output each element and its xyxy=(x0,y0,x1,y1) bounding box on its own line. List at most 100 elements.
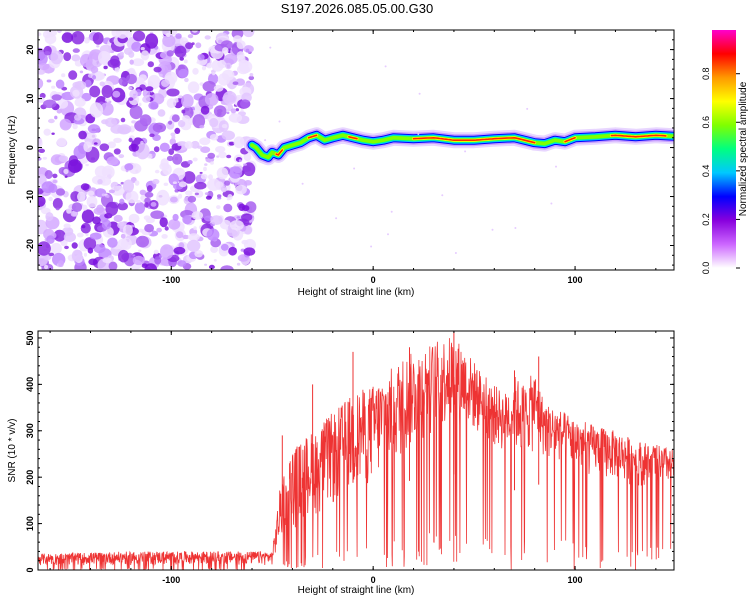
noise-blob xyxy=(159,217,168,228)
noise-blob xyxy=(96,45,100,48)
noise-blob xyxy=(207,178,221,191)
noise-blob xyxy=(168,219,181,230)
noise-blob xyxy=(120,117,126,123)
noise-blob xyxy=(126,73,137,85)
noise-blob xyxy=(138,228,144,233)
noise-blob xyxy=(38,78,44,89)
noise-blob xyxy=(140,196,144,200)
noise-blob xyxy=(131,41,142,52)
noise-blob xyxy=(173,246,186,255)
noise-blob xyxy=(146,185,153,193)
y-tick-label: 20 xyxy=(25,45,35,55)
noise-blob xyxy=(52,173,58,179)
noise-blob xyxy=(104,117,118,128)
noise-blob xyxy=(237,64,250,75)
noise-blob xyxy=(153,249,159,255)
noise-blob xyxy=(235,108,239,112)
noise-blob xyxy=(142,96,151,103)
noise-blob xyxy=(165,32,171,38)
noise-blob xyxy=(128,213,140,224)
noise-blob xyxy=(177,120,186,128)
noise-blob xyxy=(204,93,219,106)
noise-blob xyxy=(207,152,216,159)
noise-blob xyxy=(138,74,147,82)
noise-blob xyxy=(163,182,169,186)
noise-blob xyxy=(243,152,252,162)
spectrogram-x-label: Height of straight line (km) xyxy=(298,287,415,298)
noise-blob xyxy=(38,32,42,37)
x-tick-label: 0 xyxy=(371,275,376,285)
noise-blob xyxy=(169,138,176,146)
noise-blob xyxy=(179,56,184,61)
noise-blob xyxy=(228,141,235,146)
scatter-dot xyxy=(526,107,529,110)
noise-blob xyxy=(46,79,52,83)
noise-blob xyxy=(68,159,82,174)
scatter-dot xyxy=(491,228,494,231)
noise-blob xyxy=(133,93,137,96)
noise-blob xyxy=(118,77,128,86)
noise-blob xyxy=(128,86,133,90)
colorbar-ticks: 0.0 0.2 0.4 0.6 0.8 xyxy=(701,67,740,274)
noise-blob xyxy=(74,114,82,121)
noise-blob xyxy=(195,42,202,49)
noise-blob xyxy=(61,32,74,43)
noise-blob xyxy=(196,61,201,64)
noise-blob xyxy=(210,245,219,253)
noise-blob xyxy=(48,196,53,202)
noise-blob xyxy=(154,169,160,174)
noise-blob xyxy=(150,210,165,219)
noise-blob xyxy=(120,233,126,239)
y-tick-label: -10 xyxy=(25,190,35,203)
scatter-dot xyxy=(370,245,373,248)
noise-blob xyxy=(197,54,205,61)
y-tick-label: 0 xyxy=(25,145,35,150)
noise-blob xyxy=(77,191,86,202)
noise-blob xyxy=(174,45,187,58)
scatter-dot xyxy=(278,120,281,123)
noise-blob xyxy=(199,171,203,174)
noise-blob xyxy=(150,202,157,207)
scatter-dot xyxy=(387,233,389,236)
noise-blob xyxy=(99,176,112,186)
scatter-dot xyxy=(555,165,557,168)
y-tick-label: 400 xyxy=(25,377,35,392)
noise-blob xyxy=(112,90,121,98)
noise-blob xyxy=(97,179,103,185)
noise-blob xyxy=(42,30,52,39)
ridge-peak-5 xyxy=(275,149,284,156)
noise-blob xyxy=(159,73,163,77)
noise-blob xyxy=(38,253,48,267)
noise-blob xyxy=(226,111,230,115)
noise-blob xyxy=(108,189,115,194)
noise-blob xyxy=(50,50,63,65)
noise-blob xyxy=(71,242,78,249)
scatter-dot xyxy=(301,182,304,185)
noise-blob xyxy=(56,108,62,114)
noise-blob xyxy=(101,85,113,98)
noise-blob xyxy=(140,47,145,51)
noise-blob xyxy=(120,181,125,185)
noise-blob xyxy=(148,101,159,110)
noise-blob xyxy=(117,238,129,251)
noise-blob xyxy=(64,175,68,178)
noise-blob xyxy=(226,229,238,237)
noise-blob xyxy=(172,213,179,221)
noise-blob xyxy=(178,68,189,78)
y-tick-label: 200 xyxy=(25,470,35,485)
noise-blob xyxy=(103,65,108,70)
x-tick-label: 100 xyxy=(568,275,583,285)
noise-blob xyxy=(216,205,221,210)
noise-blob xyxy=(187,34,194,39)
noise-blob xyxy=(208,174,213,180)
noise-blob xyxy=(178,181,187,188)
scatter-dot xyxy=(550,202,553,205)
noise-blob xyxy=(174,127,181,134)
noise-blob xyxy=(147,61,154,68)
colorbar-tick-label: 0.0 xyxy=(701,262,711,275)
noise-blob xyxy=(63,223,71,229)
noise-blob xyxy=(190,140,200,149)
noise-blob xyxy=(144,191,154,198)
colorbar-tick-label: 0.4 xyxy=(701,165,711,178)
noise-blob xyxy=(138,102,142,107)
